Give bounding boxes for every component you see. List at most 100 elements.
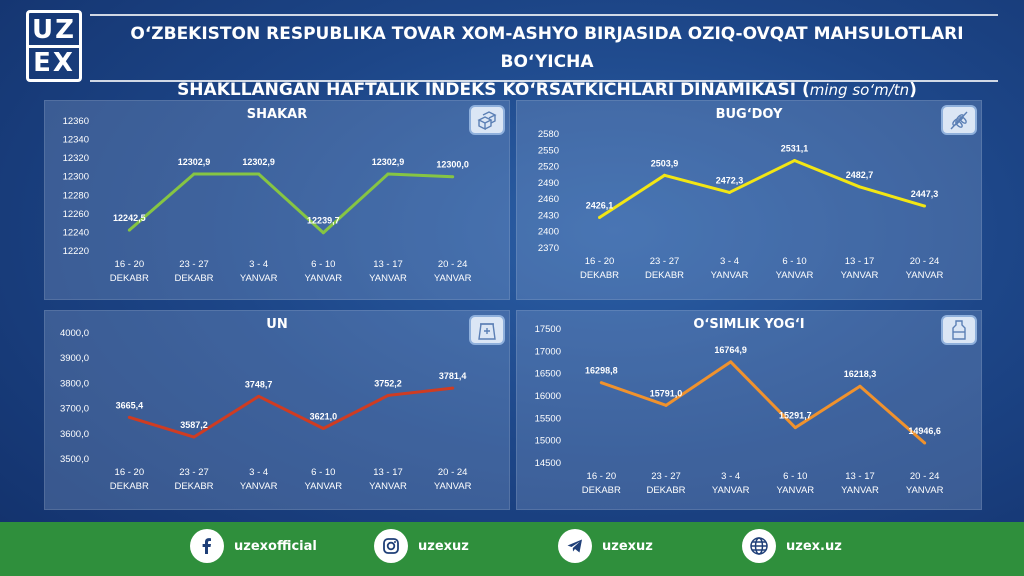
data-point <box>923 441 927 445</box>
x-tick-sublabel: YANVAR <box>841 270 879 281</box>
telegram-link[interactable]: uzexuz <box>558 529 653 563</box>
data-point <box>127 228 131 232</box>
y-tick-label: 12340 <box>63 135 89 146</box>
instagram-handle: uzexuz <box>418 538 469 554</box>
data-point <box>923 204 926 208</box>
data-point <box>192 435 196 439</box>
data-label: 16218,3 <box>844 369 877 379</box>
data-label: 3665,4 <box>116 400 144 410</box>
y-tick-label: 2490 <box>538 178 559 189</box>
data-label: 15291,7 <box>779 411 812 421</box>
x-tick-sublabel: YANVAR <box>711 270 749 281</box>
x-tick-sublabel: DEKABR <box>645 270 684 281</box>
y-tick-label: 2580 <box>538 129 559 140</box>
x-tick-sublabel: DEKABR <box>110 273 149 284</box>
data-point <box>192 172 196 176</box>
x-tick-label: 13 - 17 <box>845 256 875 267</box>
series-line-shakar <box>128 172 453 235</box>
data-point <box>664 403 668 407</box>
x-tick-label: 23 - 27 <box>179 467 209 478</box>
flour-bag-icon <box>469 315 505 345</box>
data-point <box>599 381 603 385</box>
series-line-un <box>128 386 453 439</box>
y-tick-label: 3600,0 <box>60 429 89 440</box>
facebook-link[interactable]: uzexofficial <box>190 529 317 563</box>
data-point <box>728 190 731 194</box>
data-point <box>257 172 261 176</box>
x-tick-label: 20 - 24 <box>910 256 940 267</box>
data-label: 2426,1 <box>586 201 614 211</box>
facebook-icon <box>190 529 224 563</box>
title-unit: ming so‘m/tn <box>809 81 910 99</box>
chart-title-shakar: SHAKAR <box>246 107 308 122</box>
series-line-o-simlik-yog-i <box>600 360 926 445</box>
y-tick-label: 2520 <box>538 162 559 173</box>
x-tick-label: 23 - 27 <box>650 256 680 267</box>
sugar-cubes-icon <box>469 105 505 135</box>
telegram-handle: uzexuz <box>602 538 653 554</box>
x-tick-sublabel: YANVAR <box>712 485 750 496</box>
x-tick-label: 20 - 24 <box>438 259 468 270</box>
data-label: 16298,8 <box>585 366 618 376</box>
data-label: 3781,4 <box>439 371 467 381</box>
chart-panel-un: UN 3500,0 3600,0 3700,0 3800,0 3900,0 4000,0 1… <box>44 310 510 510</box>
instagram-icon <box>374 529 408 563</box>
y-tick-label: 12320 <box>63 153 89 164</box>
x-tick-label: 16 - 20 <box>115 467 145 478</box>
data-point <box>858 185 861 189</box>
y-tick-label: 15000 <box>535 436 561 447</box>
chart-svg-shakar: 12220 12240 12260 12280 12300 12320 12340 12360… <box>63 116 472 284</box>
y-tick-label: 3900,0 <box>60 353 89 364</box>
x-tick-sublabel: YANVAR <box>240 481 278 492</box>
y-tick-label: 3700,0 <box>60 404 89 415</box>
x-tick-sublabel: DEKABR <box>580 270 619 281</box>
x-tick-label: 16 - 20 <box>115 259 145 270</box>
y-tick-label: 2460 <box>538 194 559 205</box>
x-tick-label: 23 - 27 <box>651 471 681 482</box>
y-tick-label: 2370 <box>538 243 559 254</box>
x-tick-label: 3 - 4 <box>249 467 268 478</box>
chart-title-un: UN <box>266 317 288 332</box>
y-tick-label: 4000,0 <box>60 328 89 339</box>
y-tick-label: 2550 <box>538 145 559 156</box>
oil-bottle-icon <box>941 315 977 345</box>
y-tick-label: 12240 <box>63 227 89 238</box>
uzex-logo: UZ EX <box>26 10 82 82</box>
instagram-link[interactable]: uzexuz <box>374 529 469 563</box>
y-tick-label: 14500 <box>535 458 561 469</box>
data-label: 14946,6 <box>908 426 941 436</box>
data-point <box>321 231 325 235</box>
x-tick-sublabel: YANVAR <box>240 273 278 284</box>
data-label: 2447,3 <box>911 189 939 199</box>
data-point <box>663 173 666 177</box>
chart-panel-shakar: SHAKAR 12220 12240 12260 12280 12300 12320 123… <box>44 100 510 300</box>
x-tick-sublabel: YANVAR <box>906 270 944 281</box>
globe-icon <box>742 529 776 563</box>
chart-title-bugdoy: BUG‘DOY <box>715 107 783 122</box>
data-point <box>257 394 261 398</box>
data-label: 2482,7 <box>846 170 874 180</box>
x-tick-sublabel: YANVAR <box>906 485 944 496</box>
data-point <box>386 393 390 397</box>
x-tick-label: 20 - 24 <box>910 471 940 482</box>
y-tick-label: 17000 <box>535 346 561 357</box>
y-tick-label: 16000 <box>535 391 561 402</box>
chart-svg-bugdoy: 2370 2400 2430 2460 2490 2520 2550 2580 16 - 20 D… <box>538 129 944 281</box>
x-tick-sublabel: DEKABR <box>110 481 149 492</box>
x-tick-sublabel: YANVAR <box>304 481 342 492</box>
x-tick-sublabel: DEKABR <box>582 485 621 496</box>
chart-svg-osimlik-yogi: 14500 15000 15500 16000 16500 17000 17500 16 - … <box>535 324 944 496</box>
x-tick-label: 3 - 4 <box>249 259 268 270</box>
data-label: 12300,0 <box>436 160 469 170</box>
header-top-rule <box>90 14 998 16</box>
series-line-bug-doy <box>598 159 925 219</box>
data-label: 12302,9 <box>242 157 275 167</box>
x-tick-label: 13 - 17 <box>373 259 403 270</box>
data-point <box>858 384 862 388</box>
website-link[interactable]: uzex.uz <box>742 529 842 563</box>
x-tick-label: 6 - 10 <box>311 467 335 478</box>
x-tick-label: 13 - 17 <box>373 467 403 478</box>
x-tick-label: 3 - 4 <box>720 256 739 267</box>
data-point <box>386 172 390 176</box>
data-label: 3587,2 <box>180 420 208 430</box>
